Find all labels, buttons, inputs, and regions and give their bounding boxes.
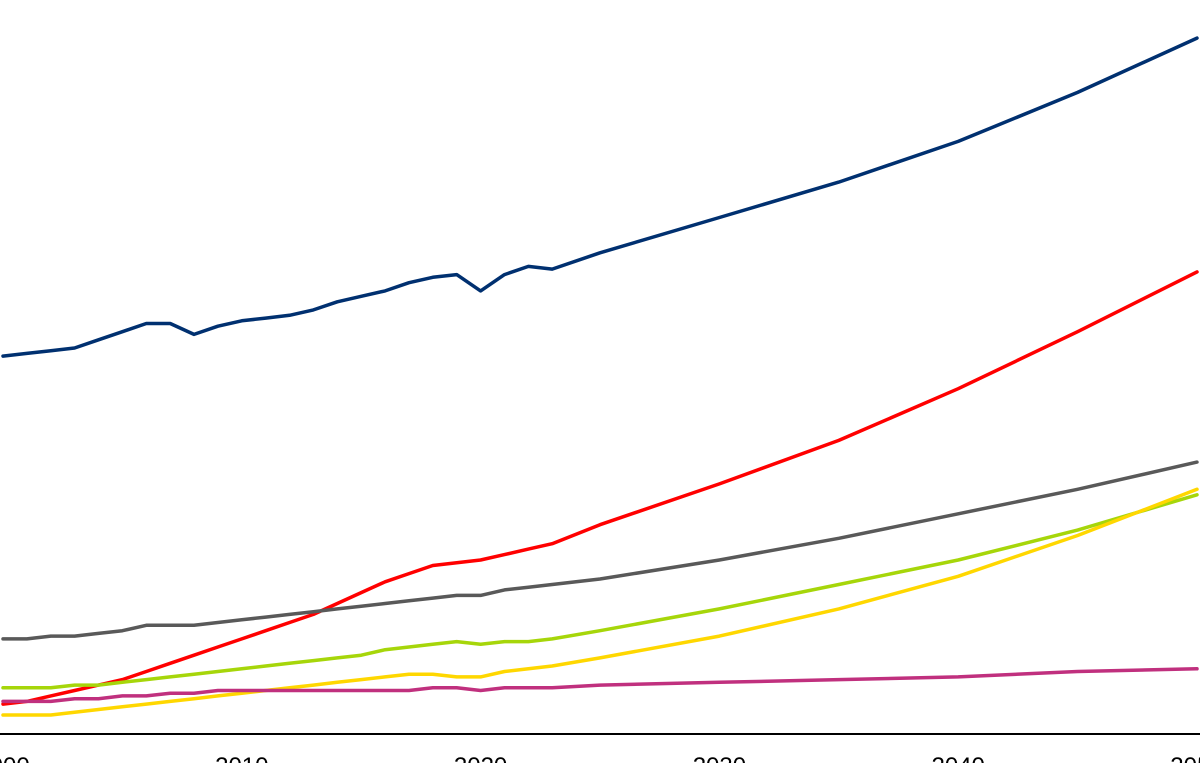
x-tick-label-2030: 2030 (693, 753, 746, 763)
series-line-2 (1, 270, 1199, 706)
series-line-1 (1, 36, 1199, 358)
series-line-3 (1, 460, 1199, 641)
series-line-5 (1, 487, 1199, 717)
x-tick-labels: 2000 2010 2020 2030 2040 2050 (0, 753, 1200, 763)
series-line-6 (1, 667, 1199, 704)
x-tick-label-2000: 2000 (0, 753, 30, 763)
x-tick-label-2040: 2040 (932, 753, 985, 763)
x-tick-label-2050: 2050 (1170, 753, 1200, 763)
x-tick-label-2020: 2020 (454, 753, 507, 763)
series-line-4 (1, 493, 1199, 690)
series-layer (1, 36, 1199, 717)
x-tick-label-2010: 2010 (215, 753, 268, 763)
